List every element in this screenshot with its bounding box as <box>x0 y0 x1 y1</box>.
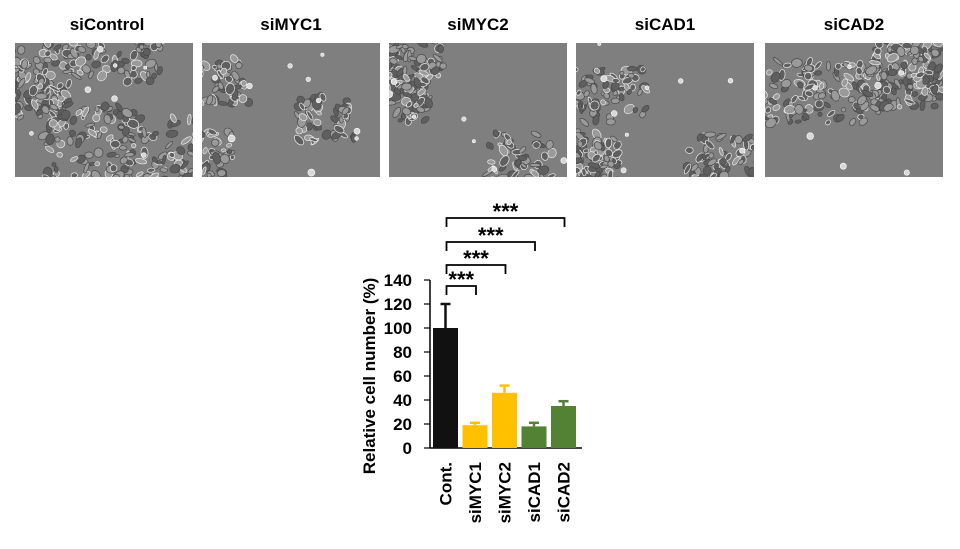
y-tick-label: 40 <box>393 391 412 410</box>
x-tick-label: siCAD2 <box>555 462 574 522</box>
significance-label: *** <box>448 267 474 292</box>
y-tick-label: 120 <box>384 295 412 314</box>
x-tick-label: siMYC1 <box>466 462 485 523</box>
significance-label: *** <box>478 223 504 248</box>
y-tick-label: 100 <box>384 319 412 338</box>
significance-bracket <box>445 217 566 227</box>
micrograph-texture <box>389 43 567 177</box>
bar-cont <box>433 328 458 448</box>
y-tick-label: 80 <box>393 343 412 362</box>
micrograph-texture <box>15 43 193 177</box>
y-axis-label: Relative cell number (%) <box>360 278 379 475</box>
panel-label-sicontrol: siControl <box>69 15 145 34</box>
significance-bracket <box>445 285 477 295</box>
panel-label-sicad1: siCAD1 <box>634 15 696 34</box>
micrograph-texture <box>202 43 380 177</box>
micrograph-simyc2 <box>389 43 567 177</box>
micrograph-texture <box>765 43 943 177</box>
y-tick-label: 0 <box>403 439 412 458</box>
micrograph-sicad1 <box>576 43 754 177</box>
micrograph-texture <box>576 43 754 177</box>
micrograph-sicontrol <box>15 43 193 177</box>
x-tick-label: Cont. <box>437 462 456 505</box>
significance-bracket <box>445 264 507 274</box>
bar-sicad1 <box>521 426 547 448</box>
significance-label: *** <box>463 246 489 271</box>
bar-simyc1 <box>462 425 488 448</box>
significance-label: *** <box>493 199 519 224</box>
bar-sicad2 <box>551 406 576 448</box>
significance-bracket <box>445 241 536 251</box>
x-tick-label: siCAD1 <box>525 462 544 522</box>
micrograph-simyc1 <box>202 43 380 177</box>
panel-label-simyc2: siMYC2 <box>447 15 509 34</box>
bar-simyc2 <box>492 392 517 448</box>
y-tick-label: 60 <box>393 367 412 386</box>
panel-label-sicad2: siCAD2 <box>823 15 885 34</box>
y-tick-label: 140 <box>384 271 412 290</box>
panel-label-simyc1: siMYC1 <box>260 15 322 34</box>
y-tick-label: 20 <box>393 415 412 434</box>
micrograph-sicad2 <box>765 43 943 177</box>
x-tick-label: siMYC2 <box>496 462 515 523</box>
